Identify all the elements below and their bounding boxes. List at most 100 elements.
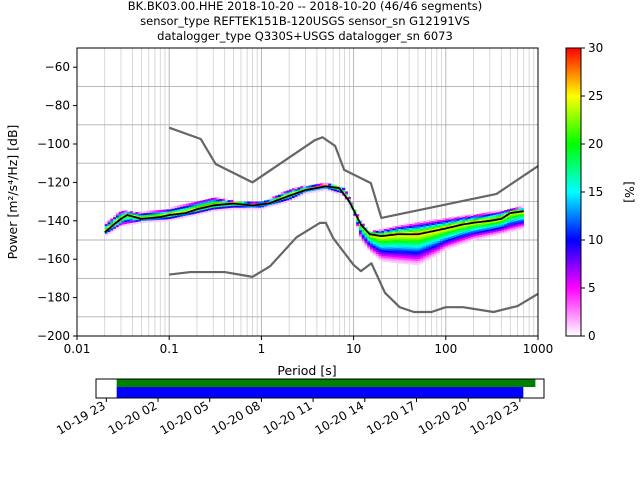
psd-density-cell (395, 253, 399, 256)
psd-density-cell (431, 255, 435, 258)
psd-density-cell (364, 227, 368, 230)
psd-density-cell (294, 194, 298, 197)
psd-density-cell (515, 212, 519, 216)
psd-density-cell (300, 186, 304, 189)
psd-density-cell (227, 200, 231, 203)
psd-density-cell (392, 231, 396, 235)
psd-density-cell (263, 204, 268, 207)
psd-density-cell (417, 239, 421, 242)
psd-density-cell (266, 203, 270, 206)
psd-density-cell (386, 242, 390, 245)
psd-density-cell (428, 222, 432, 225)
psd-density-cell (113, 218, 117, 222)
psd-density-cell (459, 232, 463, 236)
psd-density-cell (194, 211, 198, 214)
psd-density-cell (512, 227, 516, 230)
psd-density-cell (283, 195, 287, 198)
psd-density-cell (375, 255, 379, 258)
psd-density-cell (392, 235, 396, 238)
psd-density-cell (476, 227, 480, 230)
psd-density-cell (465, 221, 469, 224)
psd-density-cell (479, 215, 483, 218)
psd-density-cell (473, 220, 477, 223)
psd-density-cell (417, 229, 421, 233)
psd-density-cell (406, 250, 410, 253)
psd-density-cell (384, 252, 388, 255)
psd-density-cell (389, 231, 393, 234)
coverage-tick-label: 10-20 14 (313, 398, 367, 437)
psd-density-cell (191, 213, 195, 217)
psd-density-cell (470, 234, 474, 237)
psd-density-cell (487, 211, 491, 215)
psd-density-cell (146, 220, 150, 223)
psd-density-cell (406, 252, 410, 255)
psd-density-cell (428, 228, 432, 231)
psd-density-cell (420, 247, 424, 250)
x-tick-label: 1000 (523, 342, 554, 356)
psd-density-cell (456, 233, 460, 237)
psd-density-cell (115, 226, 120, 230)
psd-density-cell (110, 228, 114, 231)
psd-density-cell (434, 244, 438, 247)
psd-density-cell (414, 230, 418, 233)
psd-density-cell (403, 223, 407, 226)
psd-density-cell (470, 227, 474, 230)
psd-density-cell (115, 224, 120, 228)
psd-density-cell (384, 250, 388, 253)
psd-density-cell (325, 182, 329, 185)
psd-density-cell (199, 204, 203, 207)
psd-density-cell (275, 195, 279, 198)
psd-density-cell (199, 202, 203, 205)
psd-density-cell (414, 257, 418, 260)
psd-density-cell (132, 212, 136, 215)
psd-density-cell (398, 236, 402, 239)
psd-density-cell (479, 230, 483, 234)
psd-density-cell (208, 198, 212, 201)
psd-density-cell (381, 245, 385, 249)
psd-density-cell (336, 188, 340, 191)
psd-density-cell (403, 238, 407, 241)
psd-density-cell (420, 222, 424, 225)
psd-density-cell (476, 223, 480, 227)
psd-density-cell (498, 215, 502, 218)
psd-density-cell (127, 223, 131, 226)
psd-density-cell (280, 193, 284, 197)
psd-density-cell (506, 215, 511, 218)
psd-density-cell (104, 233, 108, 236)
psd-density-cell (222, 200, 226, 203)
psd-density-cell (358, 226, 363, 229)
psd-density-cell (411, 226, 416, 229)
psd-density-cell (431, 253, 435, 256)
psd-density-cell (124, 219, 128, 223)
psd-density-cell (512, 213, 516, 216)
psd-density-cell (484, 235, 488, 238)
psd-density-cell (177, 211, 181, 214)
psd-density-cell (395, 261, 399, 264)
colorbar-tick-label: 25 (588, 89, 603, 103)
psd-density-cell (115, 217, 120, 220)
psd-density-cell (437, 238, 441, 242)
psd-density-cell (124, 223, 128, 226)
psd-density-cell (202, 201, 206, 205)
psd-density-cell (395, 247, 399, 250)
psd-density-cell (509, 220, 513, 223)
psd-density-cell (118, 223, 122, 226)
psd-density-cell (166, 218, 170, 222)
psd-density-cell (322, 188, 326, 191)
psd-density-cell (386, 260, 390, 263)
psd-density-cell (448, 225, 452, 228)
psd-density-cell (437, 237, 441, 240)
psd-density-cell (400, 226, 404, 230)
psd-density-cell (386, 252, 390, 255)
coverage-bars (116, 379, 536, 398)
psd-density-cell (506, 220, 511, 224)
psd-density-cell (509, 216, 513, 219)
psd-density-cell (403, 242, 407, 245)
psd-density-cell (392, 229, 396, 233)
psd-density-cell (364, 242, 368, 245)
psd-density-cell (504, 210, 508, 213)
psd-density-cell (188, 208, 192, 212)
psd-density-cell (459, 238, 463, 241)
psd-density-cell (196, 205, 201, 208)
psd-density-cell (420, 261, 424, 264)
